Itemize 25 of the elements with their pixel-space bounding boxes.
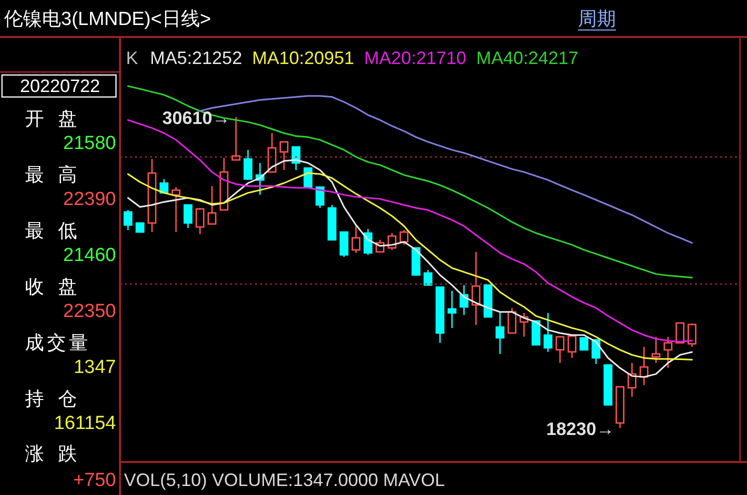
- text: 最低: [25, 221, 91, 242]
- text: +750: [73, 470, 116, 491]
- text: 周期: [578, 9, 616, 30]
- text: 21580: [63, 133, 116, 154]
- text: 最高: [25, 164, 91, 186]
- text: 涨跌: [25, 444, 91, 465]
- text: 161154: [54, 413, 116, 434]
- text: 22350: [63, 301, 116, 322]
- text: 开盘: [25, 109, 91, 130]
- text: 持仓: [25, 389, 91, 410]
- text: 20220722: [20, 76, 100, 96]
- text: 22390: [63, 189, 116, 210]
- text: 收盘: [25, 277, 91, 298]
- annotation: 18230→: [546, 419, 614, 439]
- text: MA5:21252: [150, 48, 242, 68]
- text: VOL(5,10) VOLUME:1347.0000 MAVOL: [124, 470, 445, 490]
- text: MA10:20951: [252, 48, 354, 68]
- text: MA40:24217: [476, 48, 578, 68]
- chart-title: 伦镍电3(LMNDE)<日线>: [4, 9, 211, 30]
- text: 成交量: [25, 332, 91, 354]
- text: 21460: [63, 245, 116, 266]
- text: 1347: [74, 357, 116, 378]
- annotation: 30610→: [162, 108, 230, 128]
- legend-title: K: [126, 48, 138, 68]
- text: MA20:21710: [364, 48, 466, 68]
